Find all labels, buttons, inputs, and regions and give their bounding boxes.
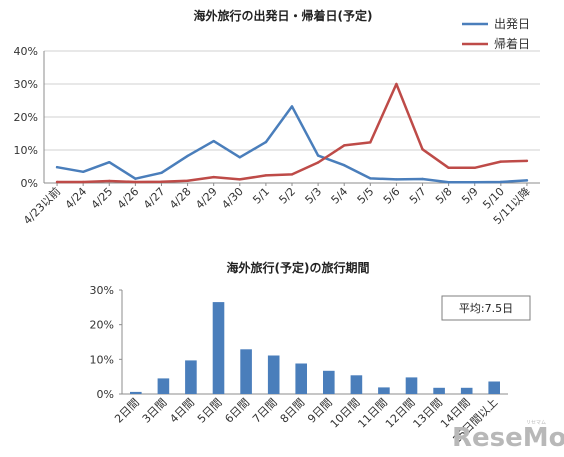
departure-data-point xyxy=(395,178,398,181)
return-data-point xyxy=(290,173,294,176)
resemom-logo-subtext: リセマム xyxy=(526,420,546,426)
departure-data-point xyxy=(369,177,372,180)
line-chart-y-tick-label: 30% xyxy=(14,78,38,91)
bar-chart-y-tick-label: 20% xyxy=(90,319,114,332)
line-chart-y-ticks: 0% 10% 20% 30% 40% xyxy=(14,45,38,190)
departure-data-point xyxy=(212,139,215,143)
bar-chart-y-tick-label: 0% xyxy=(97,388,114,401)
duration-bar xyxy=(405,377,418,394)
duration-bar xyxy=(378,387,390,394)
resemom-logo: ReseMom リセマム xyxy=(452,420,564,453)
line-chart-grid xyxy=(44,50,540,151)
average-callout: 平均:7.5日 xyxy=(441,295,531,321)
return-data-point xyxy=(499,160,502,163)
departure-data-point xyxy=(343,164,346,167)
bar-chart-y-ticks: 0% 10% 20% 30% xyxy=(90,284,122,401)
departure-data-point xyxy=(134,177,137,180)
departure-data-point xyxy=(316,154,320,157)
duration-bar xyxy=(433,387,445,394)
duration-bar xyxy=(295,363,307,394)
legend-label-return: 帰着日 xyxy=(494,36,530,51)
duration-bar xyxy=(488,381,500,394)
return-data-point xyxy=(108,179,111,183)
return-data-point xyxy=(316,161,320,164)
duration-bar xyxy=(323,370,335,394)
departure-data-point xyxy=(55,166,59,169)
duration-bar xyxy=(240,349,252,394)
bar-chart-y-tick-label: 10% xyxy=(90,353,114,366)
departure-data-point xyxy=(525,179,529,182)
departure-data-point xyxy=(473,181,476,184)
line-chart-y-tick-label: 40% xyxy=(14,45,38,58)
return-data-point xyxy=(186,179,189,182)
duration-bar xyxy=(267,355,280,394)
duration-bar xyxy=(212,302,225,394)
duration-bar xyxy=(130,391,142,394)
bar-chart-bars xyxy=(130,302,500,394)
return-data-point xyxy=(82,180,85,184)
return-data-point xyxy=(525,159,529,163)
departure-data-point xyxy=(82,170,85,173)
legend-label-departure: 出発日 xyxy=(494,17,530,31)
return-data-point xyxy=(447,166,450,169)
bar-chart-title: 海外旅行(予定)の旅行期間 xyxy=(227,260,370,275)
departure-data-point xyxy=(108,161,111,164)
line-chart-y-tick-label: 10% xyxy=(14,144,38,157)
bar-chart-y-tick-label: 30% xyxy=(90,284,114,297)
average-callout-text: 平均:7.5日 xyxy=(459,302,513,315)
departure-data-point xyxy=(499,180,502,184)
return-data-point xyxy=(421,148,424,151)
return-data-point xyxy=(134,180,137,184)
departure-data-point xyxy=(160,171,163,174)
line-chart-y-tick-label: 20% xyxy=(14,111,38,124)
return-data-point xyxy=(369,141,372,144)
line-chart-y-tick-label: 0% xyxy=(21,177,38,190)
duration-bar xyxy=(185,360,197,394)
resemom-logo-text: ReseMom xyxy=(452,423,564,453)
return-data-point xyxy=(160,180,163,183)
return-data-point xyxy=(212,175,215,179)
duration-bar xyxy=(157,378,170,394)
average-callout-box xyxy=(441,295,531,321)
return-data-point xyxy=(395,82,398,86)
departure-data-point xyxy=(421,177,424,181)
return-data-point xyxy=(473,166,476,169)
departure-data-point xyxy=(290,105,294,108)
return-data-point xyxy=(264,174,268,177)
line-chart-legend: 出発日 帰着日 xyxy=(462,17,530,51)
departure-data-point xyxy=(264,140,268,144)
departure-data-point xyxy=(238,156,241,159)
line-chart-title: 海外旅行の出発日・帰着日(予定) xyxy=(194,8,373,23)
return-data-point xyxy=(238,178,241,181)
duration-bar xyxy=(460,387,473,394)
return-data-point xyxy=(55,180,59,184)
departure-data-point xyxy=(186,154,189,158)
return-data-point xyxy=(343,144,346,147)
departure-data-point xyxy=(447,181,450,184)
line-chart-series xyxy=(55,82,529,184)
duration-bar xyxy=(350,375,363,394)
